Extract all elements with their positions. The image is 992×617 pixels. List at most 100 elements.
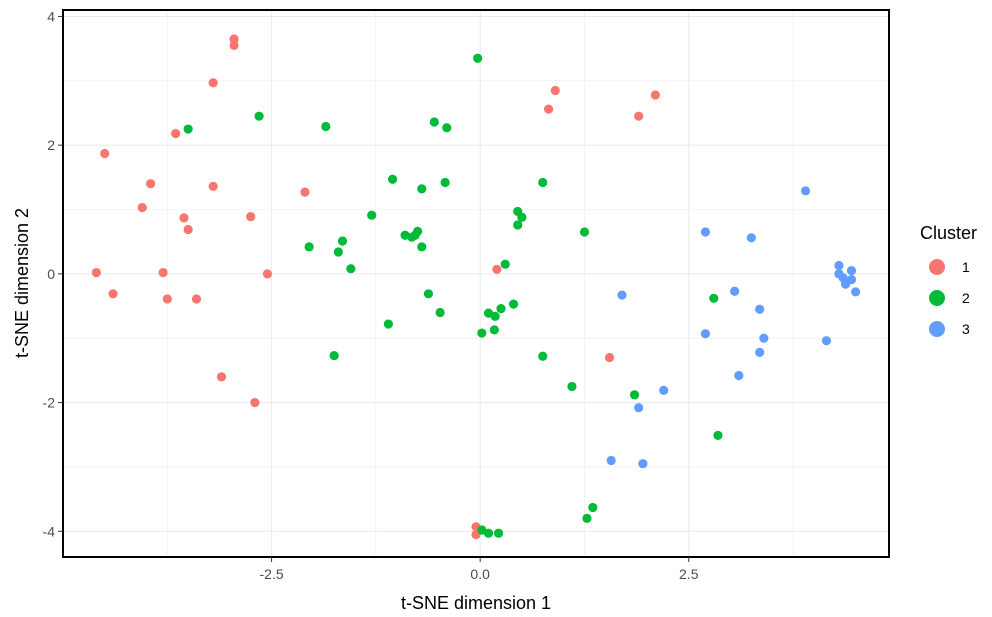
point-cluster-3 — [638, 459, 648, 469]
point-cluster-2 — [440, 177, 450, 188]
point-cluster-1 — [650, 90, 660, 100]
point-cluster-2 — [435, 307, 445, 318]
point-cluster-2 — [579, 227, 590, 237]
data-points — [91, 34, 861, 540]
legend-key-1 — [929, 259, 945, 275]
point-cluster-1 — [146, 179, 156, 189]
x-tick-label: 0.0 — [470, 566, 490, 582]
point-cluster-2 — [407, 232, 417, 242]
point-cluster-2 — [183, 124, 193, 134]
point-cluster-1 — [91, 267, 101, 278]
point-cluster-1 — [216, 372, 227, 382]
y-axis-ticks: -4 -2 0 2 4 — [43, 8, 63, 539]
x-tick-label: -2.5 — [260, 566, 284, 582]
point-cluster-3 — [746, 233, 756, 243]
point-cluster-3 — [800, 186, 811, 196]
point-cluster-2 — [517, 212, 527, 222]
point-cluster-3 — [700, 227, 711, 237]
point-cluster-3 — [659, 385, 669, 395]
point-cluster-1 — [550, 85, 560, 96]
point-cluster-3 — [700, 329, 711, 339]
point-cluster-3 — [755, 304, 765, 314]
point-cluster-3 — [759, 333, 769, 343]
point-cluster-2 — [254, 111, 264, 121]
y-tick-label: 2 — [47, 137, 55, 153]
point-cluster-3 — [617, 290, 627, 300]
point-cluster-3 — [851, 287, 861, 297]
x-axis-title: t-SNE dimension 1 — [401, 593, 551, 613]
point-cluster-3 — [821, 336, 832, 346]
legend-key-3 — [929, 321, 945, 337]
point-cluster-2 — [582, 513, 592, 523]
point-cluster-3 — [834, 260, 844, 271]
point-cluster-2 — [367, 210, 377, 220]
point-cluster-1 — [604, 352, 615, 363]
point-cluster-1 — [108, 289, 118, 299]
point-cluster-2 — [508, 299, 519, 309]
point-cluster-2 — [473, 53, 483, 63]
point-cluster-2 — [567, 381, 577, 392]
point-cluster-1 — [634, 111, 644, 121]
y-axis-title: t-SNE dimension 2 — [12, 208, 32, 358]
y-tick-label: 4 — [47, 8, 55, 24]
point-cluster-1 — [492, 264, 502, 274]
point-cluster-2 — [496, 303, 506, 314]
point-cluster-3 — [846, 266, 857, 276]
point-cluster-2 — [346, 264, 356, 274]
point-cluster-2 — [477, 328, 487, 338]
point-cluster-2 — [538, 351, 548, 361]
point-cluster-3 — [634, 403, 644, 413]
point-cluster-1 — [208, 78, 218, 88]
point-cluster-2 — [429, 117, 439, 127]
point-cluster-1 — [137, 202, 147, 213]
panel-border — [62, 9, 890, 558]
point-cluster-2 — [493, 528, 504, 538]
point-cluster-2 — [337, 236, 348, 246]
point-cluster-1 — [208, 181, 218, 191]
point-cluster-1 — [543, 104, 554, 114]
point-cluster-2 — [713, 430, 723, 440]
point-cluster-2 — [383, 319, 393, 329]
point-cluster-1 — [300, 187, 310, 197]
point-cluster-2 — [304, 242, 314, 252]
point-cluster-2 — [513, 220, 523, 230]
point-cluster-3 — [755, 347, 765, 357]
point-cluster-3 — [730, 286, 740, 296]
point-cluster-2 — [423, 289, 434, 299]
point-cluster-3 — [841, 279, 851, 289]
legend-label-1: 1 — [962, 259, 970, 275]
point-cluster-2 — [538, 177, 548, 188]
x-axis-ticks: -2.5 0.0 2.5 — [260, 557, 699, 582]
point-cluster-2 — [321, 121, 331, 132]
point-cluster-2 — [490, 311, 500, 321]
point-cluster-2 — [329, 350, 339, 361]
point-cluster-2 — [387, 174, 398, 184]
point-cluster-1 — [183, 224, 193, 235]
x-tick-label: 2.5 — [679, 566, 699, 582]
y-tick-label: -4 — [43, 523, 56, 539]
legend: Cluster 1 2 3 — [920, 223, 977, 337]
point-cluster-2 — [417, 242, 427, 252]
legend-label-3: 3 — [962, 321, 970, 337]
point-cluster-2 — [442, 123, 452, 133]
point-cluster-1 — [229, 40, 239, 50]
point-cluster-1 — [246, 211, 256, 222]
point-cluster-1 — [100, 148, 110, 159]
point-cluster-1 — [191, 294, 202, 304]
point-cluster-2 — [333, 247, 343, 257]
point-cluster-1 — [229, 34, 239, 44]
point-cluster-3 — [606, 455, 616, 466]
point-cluster-1 — [171, 128, 181, 139]
point-cluster-2 — [489, 325, 499, 335]
point-cluster-1 — [179, 213, 189, 223]
panel-background — [63, 10, 889, 557]
point-cluster-2 — [629, 390, 640, 400]
legend-title: Cluster — [920, 223, 977, 243]
point-cluster-2 — [500, 259, 510, 269]
point-cluster-2 — [709, 293, 719, 303]
point-cluster-2 — [588, 502, 598, 513]
y-tick-label: 0 — [47, 266, 55, 282]
point-cluster-1 — [158, 267, 168, 278]
point-cluster-2 — [483, 528, 494, 538]
